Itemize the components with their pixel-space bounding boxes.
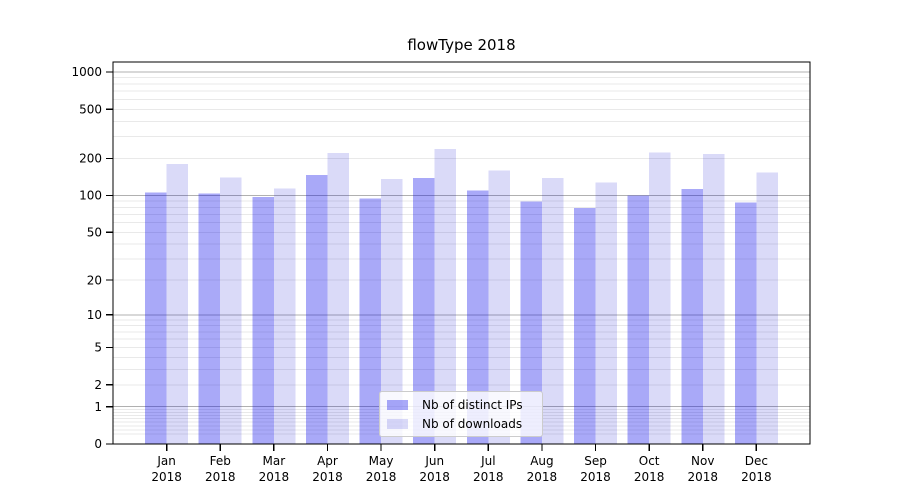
x-tick-label-month: Mar xyxy=(263,454,286,468)
x-tick-label-month: Apr xyxy=(317,454,338,468)
x-tick-label-month: Sep xyxy=(584,454,607,468)
x-tick-label-year: 2018 xyxy=(366,470,397,484)
x-tick-label-month: Jun xyxy=(424,454,444,468)
x-tick-label-month: Dec xyxy=(745,454,768,468)
x-tick-label-month: Aug xyxy=(530,454,553,468)
y-tick-label: 20 xyxy=(87,273,102,287)
x-tick-label-year: 2018 xyxy=(205,470,236,484)
bar-ips-aug xyxy=(520,201,542,444)
bar-ips-apr xyxy=(305,174,328,445)
legend-label-distinct-ips: Nb of distinct IPs xyxy=(422,397,523,412)
x-tick-label-year: 2018 xyxy=(634,470,665,484)
x-tick-label-year: 2018 xyxy=(580,470,611,484)
bar-downloads-apr xyxy=(327,152,349,444)
y-tick-label: 1000 xyxy=(71,65,102,79)
y-tick-label: 1 xyxy=(94,400,102,414)
bar-downloads-oct xyxy=(649,152,671,445)
bar-downloads-jun xyxy=(434,149,457,444)
x-tick-label-month: May xyxy=(369,454,394,468)
bar-downloads-jul xyxy=(488,170,510,444)
x-tick-label-month: Jul xyxy=(480,454,495,468)
chart-title: flowType 2018 xyxy=(407,36,516,54)
y-tick-label: 10 xyxy=(87,308,102,322)
x-tick-label-month: Jan xyxy=(156,454,176,468)
y-tick-label: 0 xyxy=(94,437,102,451)
legend-item-downloads: Nb of downloads xyxy=(387,417,534,431)
x-tick-label-year: 2018 xyxy=(259,470,290,484)
y-tick-label: 2 xyxy=(94,378,102,392)
bar-downloads-aug xyxy=(541,177,564,444)
bar-downloads-mar xyxy=(273,188,296,444)
legend-item-distinct-ips: Nb of distinct IPs xyxy=(387,398,534,412)
bar-ips-nov xyxy=(681,189,703,444)
bar-ips-mar xyxy=(252,197,274,444)
x-tick-label-year: 2018 xyxy=(151,470,182,484)
y-tick-label: 100 xyxy=(79,189,102,203)
legend-swatch-distinct-ips xyxy=(387,399,408,410)
bar-ips-jul xyxy=(466,190,489,444)
y-tick-label: 200 xyxy=(79,152,102,166)
y-tick-label: 5 xyxy=(94,341,102,355)
x-tick-label-month: Oct xyxy=(639,454,660,468)
y-tick-label: 50 xyxy=(87,226,102,240)
bar-downloads-may xyxy=(381,179,403,444)
plot-area-border xyxy=(112,61,811,445)
bar-ips-jun xyxy=(413,177,435,444)
x-tick-label-month: Feb xyxy=(210,454,231,468)
legend-label-downloads: Nb of downloads xyxy=(422,416,523,431)
y-tick-label: 500 xyxy=(79,102,102,116)
x-tick-label-year: 2018 xyxy=(312,470,343,484)
bar-downloads-nov xyxy=(702,153,725,444)
bar-ips-may xyxy=(359,198,382,444)
bar-downloads-dec xyxy=(756,172,778,444)
x-tick-label-month: Nov xyxy=(691,454,714,468)
bar-downloads-jan xyxy=(166,163,189,444)
x-tick-label-year: 2018 xyxy=(419,470,450,484)
bar-ips-sep xyxy=(574,208,596,444)
bar-downloads-sep xyxy=(595,182,618,445)
x-tick-label-year: 2018 xyxy=(527,470,558,484)
legend-swatch-downloads xyxy=(387,418,408,429)
bar-ips-oct xyxy=(627,195,650,444)
x-tick-label-year: 2018 xyxy=(687,470,718,484)
bar-ips-dec xyxy=(734,202,757,444)
bar-ips-feb xyxy=(198,193,221,444)
x-tick-label-year: 2018 xyxy=(473,470,504,484)
bar-downloads-feb xyxy=(220,177,242,444)
bar-ips-jan xyxy=(145,192,167,444)
x-tick-label-year: 2018 xyxy=(741,470,772,484)
legend: Nb of distinct IPs Nb of downloads xyxy=(379,391,543,437)
